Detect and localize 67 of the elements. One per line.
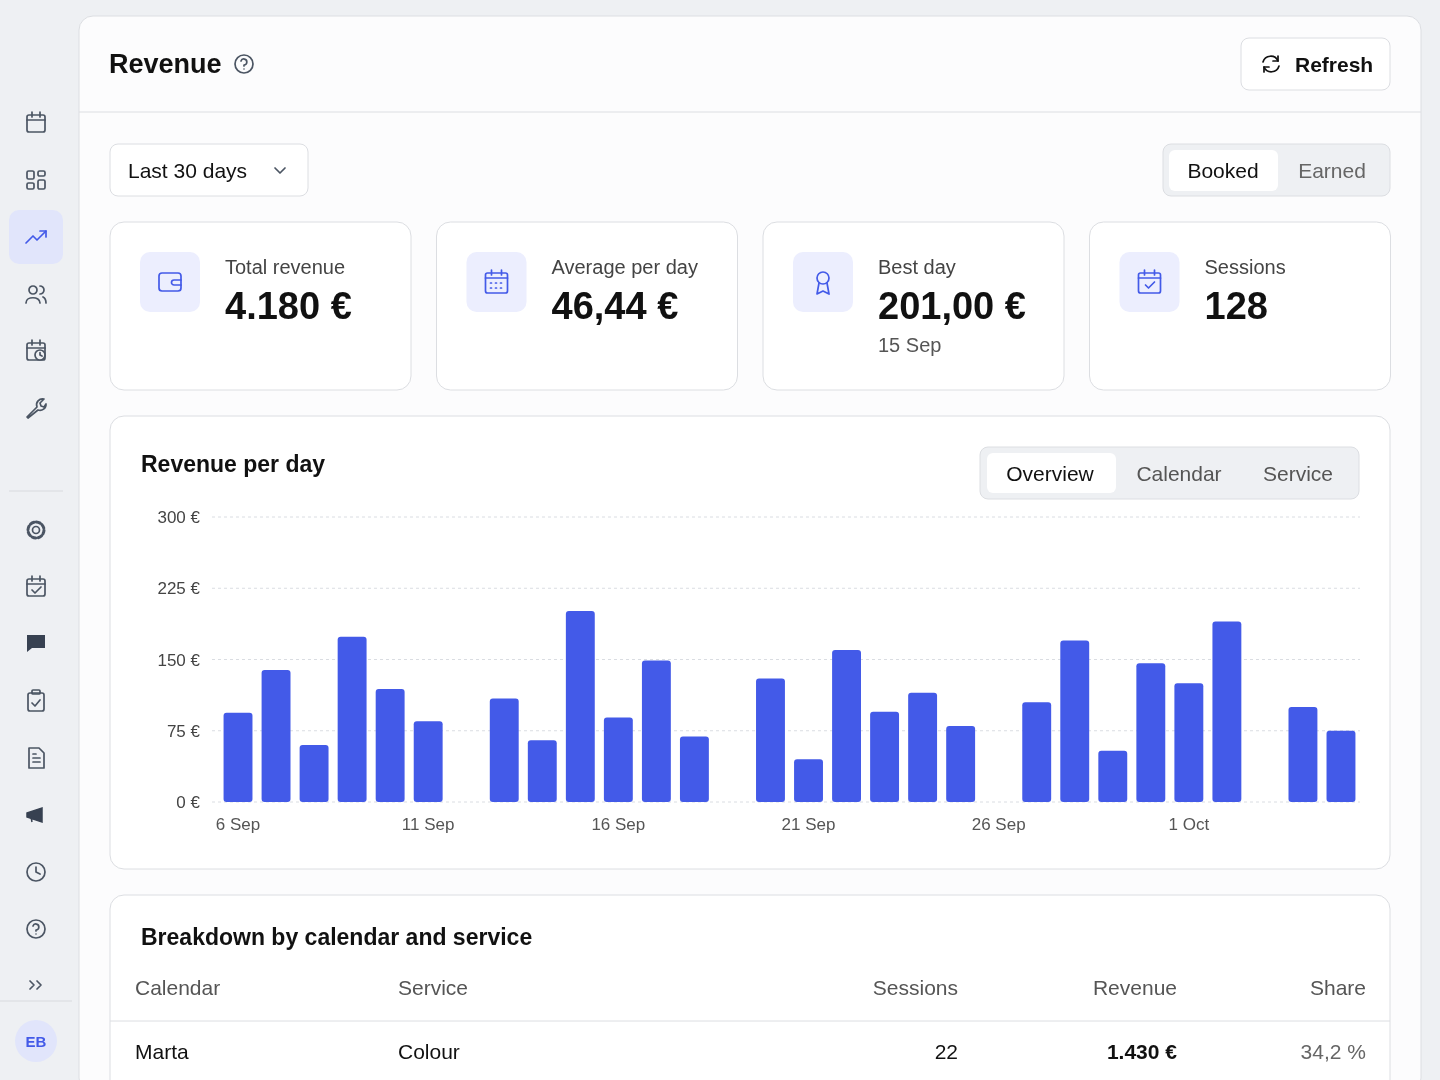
bar <box>337 636 367 802</box>
text: Revenue <box>109 49 222 79</box>
text: 201,00 € <box>878 285 1026 327</box>
text: EB <box>25 1033 47 1050</box>
bar <box>489 698 519 802</box>
bar <box>641 660 671 802</box>
bar <box>679 736 709 802</box>
text: Marta <box>135 1040 189 1063</box>
x-tick-label: 16 Sep <box>591 815 646 834</box>
bar <box>261 669 291 802</box>
y-tick-label: 225 € <box>157 579 201 599</box>
bar <box>527 740 557 802</box>
text: Booked <box>1187 159 1259 182</box>
y-tick-label: 75 € <box>166 721 201 741</box>
bar <box>1060 640 1090 802</box>
bar <box>946 726 976 802</box>
text: Total revenue <box>225 256 346 278</box>
text: Share <box>1309 976 1366 999</box>
bar <box>870 711 900 802</box>
bar <box>1288 707 1318 802</box>
bar <box>832 650 861 802</box>
bar <box>413 721 443 802</box>
bar <box>1326 730 1356 802</box>
text: 34,2 % <box>1300 1040 1366 1063</box>
text: 4.180 € <box>225 285 352 327</box>
x-tick-label: 6 Sep <box>215 815 261 834</box>
bar <box>1022 702 1052 802</box>
text: Average per day <box>551 256 698 278</box>
bar <box>908 692 938 802</box>
text: Calendar <box>1136 462 1222 485</box>
bar <box>223 712 253 802</box>
text: Refresh <box>1295 53 1374 76</box>
text: Calendar <box>135 976 221 999</box>
bar <box>1098 750 1128 802</box>
bar <box>603 717 633 802</box>
text: 128 <box>1204 285 1268 327</box>
x-tick-label: 21 Sep <box>781 815 836 834</box>
text: Breakdown by calendar and service <box>141 924 533 950</box>
text: Sessions <box>1204 256 1286 278</box>
x-tick-label: 26 Sep <box>971 815 1026 834</box>
bar <box>565 611 595 802</box>
bar <box>1174 683 1204 802</box>
x-tick-label: 11 Sep <box>401 815 455 834</box>
bar <box>1136 663 1166 802</box>
bar <box>1212 621 1242 802</box>
y-tick-label: 0 € <box>176 793 201 812</box>
text: Best day <box>878 256 956 278</box>
text: Revenue <box>1092 976 1177 999</box>
text: Earned <box>1298 159 1366 182</box>
text: Sessions <box>872 976 958 999</box>
y-tick-label: 150 € <box>157 650 201 670</box>
bar <box>299 745 329 802</box>
bar <box>794 759 823 802</box>
bar <box>375 688 405 802</box>
x-tick-label: 1 Oct <box>1168 815 1210 834</box>
text: Overview <box>1006 462 1095 485</box>
bar <box>756 678 785 802</box>
text: 1.430 € <box>1106 1040 1178 1063</box>
text: Service <box>398 976 469 999</box>
chart-title: Revenue per day <box>141 451 326 477</box>
text: Colour <box>398 1040 460 1063</box>
text: Last 30 days <box>128 159 248 182</box>
text: 15 Sep <box>878 334 942 356</box>
text: 22 <box>934 1040 958 1063</box>
text: 46,44 € <box>551 285 679 327</box>
y-tick-label: 300 € <box>157 508 201 527</box>
text: Service <box>1262 462 1334 485</box>
